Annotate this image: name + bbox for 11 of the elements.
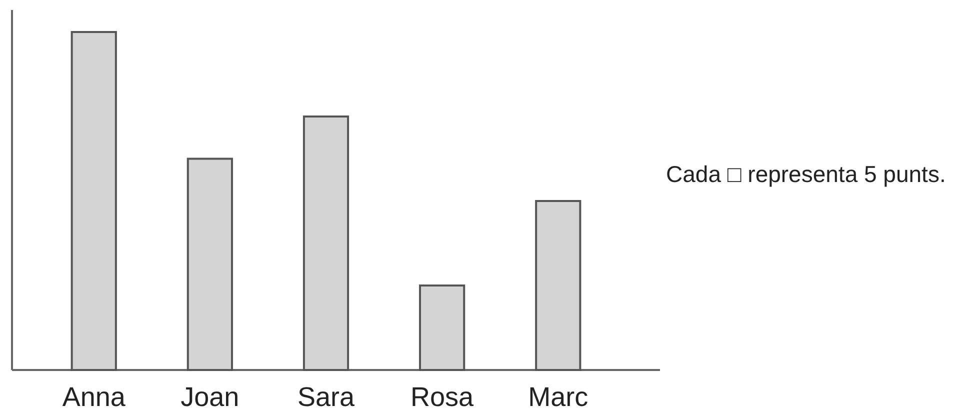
bar: [186, 158, 233, 371]
bar: [535, 200, 582, 371]
x-tick-label: Marc: [528, 382, 588, 412]
x-tick-label: Rosa: [410, 382, 475, 412]
text: Cada □ representa 5 punts.: [666, 161, 946, 187]
bar: [70, 31, 117, 371]
bar: [302, 116, 350, 371]
x-tick-label: Joan: [180, 382, 240, 412]
x-tick-label: Anna: [62, 382, 126, 412]
bar: [419, 284, 466, 371]
x-tick-label: Sara: [297, 382, 356, 412]
